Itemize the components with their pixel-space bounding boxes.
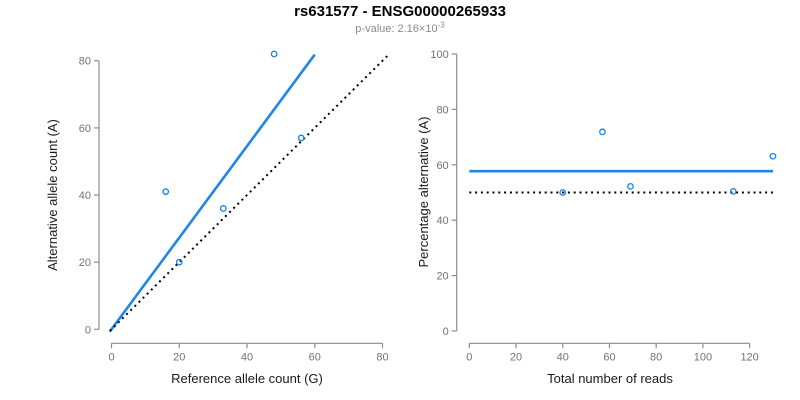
y-tick-label: 40 <box>79 190 91 202</box>
y-tick-label: 20 <box>79 257 91 269</box>
x-tick-label: 80 <box>650 351 662 363</box>
right-plot-panel: 0 20 40 60 80 100 120 0 20 40 60 80 100 Total number … <box>416 49 777 386</box>
x-tick-label: 100 <box>694 351 712 363</box>
x-axis-title: Total number of reads <box>547 371 673 386</box>
figure-title: rs631577 - ENSG00000265933 <box>294 3 506 20</box>
x-tick-label: 40 <box>557 351 569 363</box>
x-tick-label: 80 <box>376 351 388 363</box>
x-tick-label: 60 <box>603 351 615 363</box>
x-tick-label: 40 <box>241 351 253 363</box>
x-tick-label: 20 <box>510 351 522 363</box>
x-tick-label: 120 <box>740 351 758 363</box>
fit-line <box>108 53 316 333</box>
y-tick-label: 20 <box>436 271 448 283</box>
pvalue-text: p-value: 2.16×10 <box>355 23 438 35</box>
y-tick-label: 40 <box>436 215 448 227</box>
data-point <box>729 187 737 195</box>
data-point <box>559 189 567 196</box>
x-axis-title: Reference allele count (G) <box>171 371 323 386</box>
data-point <box>219 205 227 212</box>
data-point <box>270 50 278 58</box>
pvalue-exponent: -3 <box>437 20 445 30</box>
data-point <box>769 152 777 160</box>
x-tick-label: 0 <box>466 351 472 363</box>
y-axis-title: Percentage alternative (A) <box>416 116 431 267</box>
data-point <box>162 188 170 196</box>
y-tick-label: 0 <box>85 324 91 336</box>
y-tick-label: 60 <box>436 160 448 172</box>
x-tick-label: 60 <box>309 351 321 363</box>
x-tick-label: 20 <box>173 351 185 363</box>
identity-line <box>109 53 390 332</box>
data-point <box>627 183 634 190</box>
data-point <box>297 134 305 142</box>
data-point <box>599 128 606 136</box>
left-plot-panel: 0 20 40 60 80 0 20 40 60 80 Reference allele count… <box>45 50 390 386</box>
y-tick-label: 60 <box>79 123 91 135</box>
x-tick-label: 0 <box>108 351 114 363</box>
y-tick-label: 0 <box>443 326 449 338</box>
y-tick-label: 80 <box>79 56 91 68</box>
y-axis-title: Alternative allele count (A) <box>45 119 60 271</box>
figure-subtitle: p-value: 2.16×10-3 <box>0 20 800 35</box>
y-tick-label: 80 <box>436 104 448 116</box>
y-tick-label: 100 <box>430 49 448 61</box>
data-point <box>175 258 183 266</box>
